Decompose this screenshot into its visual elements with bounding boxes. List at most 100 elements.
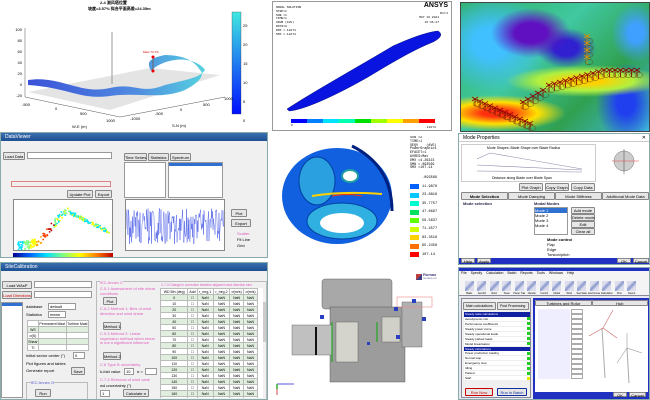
turbine-marker[interactable] <box>539 87 550 98</box>
toolbar-button-nacelle[interactable]: Nacelle <box>526 276 539 295</box>
turbine-marker[interactable] <box>633 67 644 78</box>
right-export-button[interactable]: Export <box>231 219 251 227</box>
calc-item[interactable]: Model linearisation <box>464 341 530 347</box>
field-input[interactable] <box>571 329 583 334</box>
calc-item[interactable]: Steady power curve <box>464 326 530 332</box>
help-button[interactable]: Help <box>461 258 475 264</box>
toolbar-button-power-train[interactable]: Power Train <box>513 276 526 295</box>
cancel-button[interactable]: Cancel <box>629 392 646 398</box>
database-select[interactable]: default <box>48 303 76 310</box>
export-button[interactable]: Export <box>95 190 112 198</box>
menu-windows[interactable]: Windows <box>548 271 564 275</box>
mast-cell[interactable] <box>37 344 67 351</box>
tab-time-series[interactable]: Time Series <box>124 153 147 161</box>
turbine-marker[interactable] <box>595 69 605 80</box>
turbine-marker[interactable] <box>583 40 594 51</box>
calc-item[interactable]: Power production loading <box>464 351 530 356</box>
turbine-marker[interactable] <box>600 67 611 78</box>
turbine-marker[interactable] <box>496 107 507 118</box>
copy-data-button[interactable]: Copy Data <box>571 183 595 191</box>
load-data-button[interactable]: Load Data <box>3 152 25 160</box>
statistics-select[interactable]: mean <box>48 311 66 318</box>
field-input[interactable] <box>571 349 583 354</box>
turbine-marker[interactable] <box>501 109 512 120</box>
mode-list[interactable]: Mode 1 Mode 2 Mode 3 Mode 4 <box>534 207 568 235</box>
add-mode-button[interactable]: Add mode <box>571 207 595 214</box>
turbine-marker[interactable] <box>567 76 578 87</box>
clear-all-modes-button[interactable]: Clear all <box>571 228 595 235</box>
turbine-marker[interactable] <box>589 70 600 81</box>
selected-list[interactable] <box>168 162 223 198</box>
turbine-marker[interactable] <box>526 120 537 131</box>
plot-button[interactable]: Plot <box>103 297 117 305</box>
variable-list[interactable] <box>124 162 166 198</box>
toolbar-button-environment[interactable]: Environment <box>588 276 601 295</box>
cancel-button[interactable]: Cancel <box>633 258 649 264</box>
turbine-marker[interactable] <box>491 105 502 116</box>
sector-input[interactable]: 0 <box>73 352 85 359</box>
file-path-input[interactable] <box>27 152 112 159</box>
tab-mode-stiffness[interactable]: Mode Stiffness <box>555 192 602 200</box>
field-input[interactable] <box>571 359 583 364</box>
run-button[interactable]: Run <box>35 389 51 397</box>
turbine-marker[interactable] <box>516 116 527 127</box>
load-directions-button[interactable]: Load Directions <box>2 291 32 299</box>
tab-mode-selection[interactable]: Mode Selection <box>461 192 508 200</box>
turbine-marker[interactable] <box>471 96 482 107</box>
delete-mode-button[interactable]: Delete mode <box>571 214 595 221</box>
calc-item[interactable]: Emergency stop <box>464 361 530 366</box>
field-input[interactable] <box>571 314 583 319</box>
close-icon[interactable]: ✕ <box>641 135 646 141</box>
menu-help[interactable]: Help <box>567 271 575 275</box>
toolbar-button-sea-state[interactable]: Sea State <box>576 276 589 295</box>
field-input[interactable] <box>571 324 583 329</box>
turbine-marker[interactable] <box>486 103 497 114</box>
toolbar-button-blade[interactable]: Blade <box>463 276 476 295</box>
menu-batch[interactable]: Batch <box>507 271 517 275</box>
plot-figures-checkbox[interactable]: Plot figures and tables <box>26 361 66 366</box>
turbine-marker[interactable] <box>573 75 583 86</box>
menu-reports[interactable]: Reports <box>520 271 533 275</box>
update-plot-button[interactable]: Update Plot <box>67 190 93 198</box>
toolbar-button-modal[interactable]: Modal <box>551 276 564 295</box>
menu-specify[interactable]: Specify <box>470 271 483 275</box>
tab-additional-mode-data[interactable]: Additional Mode Data <box>602 192 649 200</box>
toolbar-button-wind[interactable]: Wind <box>563 276 576 295</box>
calc-item[interactable]: Performance coefficients <box>464 321 530 327</box>
correction-table-scroll[interactable]: WD Bin (deg) Add r_mrg,1 r_mrg,2 σ(m/s) σ(m/s… <box>160 288 263 398</box>
field-input[interactable] <box>571 354 583 359</box>
menu-calculation[interactable]: Calculation <box>486 271 504 275</box>
ok-button[interactable]: OK <box>617 258 631 264</box>
calc-item[interactable]: Normal stop <box>464 356 530 361</box>
calc-item[interactable]: Start <box>464 376 530 381</box>
grid-checkbox[interactable]: Grid <box>237 243 245 248</box>
right-plot-button[interactable]: Plot <box>231 209 247 217</box>
turbine-marker[interactable] <box>611 67 622 78</box>
scatter-checkbox[interactable]: Scatter <box>237 231 250 236</box>
calculate-sigma-button[interactable]: Calculate σ <box>123 389 149 397</box>
ok-button[interactable]: OK <box>613 392 627 398</box>
tab-hub[interactable]: Hub <box>591 300 648 306</box>
mode-list-item[interactable]: Mode 1 <box>535 208 567 213</box>
field-input[interactable] <box>571 319 583 324</box>
method2-button[interactable]: Method 2 <box>103 352 121 360</box>
field-input[interactable] <box>571 344 583 349</box>
toolbar-button-post[interactable]: Post <box>613 276 626 295</box>
turbine-marker[interactable] <box>606 67 616 78</box>
turbine-marker[interactable] <box>521 118 532 129</box>
flap-checkbox[interactable]: Flap <box>547 242 555 247</box>
toolbar-button-control[interactable]: Control <box>538 276 551 295</box>
tab-post-processing[interactable]: Post Processing <box>496 302 529 310</box>
field-input[interactable] <box>571 334 583 339</box>
turbine-marker[interactable] <box>562 78 572 89</box>
run-now-button[interactable]: Run Now <box>465 388 493 396</box>
turbine-marker[interactable] <box>583 54 594 65</box>
toolbar-button-tower[interactable]: Tower <box>501 276 514 295</box>
tab-main-calculations[interactable]: Main calculations <box>463 302 496 310</box>
menu-tools[interactable]: Tools <box>536 271 545 275</box>
field-input[interactable] <box>571 374 583 379</box>
load-wasp-button[interactable]: Load WAsP <box>2 281 32 289</box>
calc-item[interactable]: Parked <box>464 371 530 376</box>
mode-list-item[interactable]: Mode 3 <box>535 218 549 223</box>
toolbar-button-report[interactable]: Report <box>626 276 639 295</box>
